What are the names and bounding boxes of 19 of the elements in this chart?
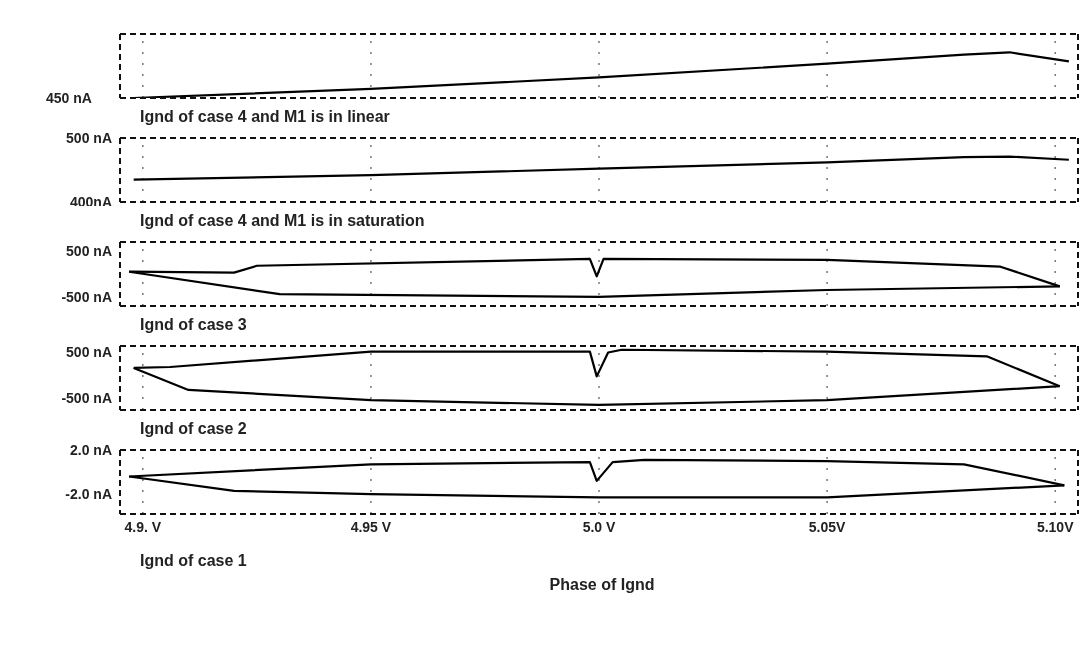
x-axis-title: Phase of Ignd bbox=[548, 576, 656, 594]
y-tick-label: 2.0 nA bbox=[69, 441, 112, 458]
text: Ignd of case 2 bbox=[140, 420, 247, 437]
y-tick-label: -500 nA bbox=[61, 288, 112, 305]
y-tick-label: 500 nA bbox=[66, 129, 112, 146]
x-tick-label: 4.9. V bbox=[124, 518, 162, 535]
text: Ignd of case 4 and M1 is in linear bbox=[140, 108, 390, 125]
text: 450 nA bbox=[46, 90, 92, 106]
y-tick-label: -500 nA bbox=[61, 390, 112, 407]
y-tick-label: -2.0 nA bbox=[65, 486, 112, 503]
y-tick-label: 500 nA bbox=[66, 343, 112, 360]
x-tick-label: 4.95 V bbox=[350, 518, 392, 535]
text: Ignd of case 1 bbox=[139, 551, 248, 571]
x-tick-label: 5.05V bbox=[808, 518, 847, 535]
x-tick-label: 5.0 V bbox=[582, 518, 616, 535]
y-tick-label: 500 nA bbox=[66, 243, 112, 260]
x-tick-label: 5.10V bbox=[1036, 518, 1075, 535]
text: Ignd of case 4 and M1 is in saturation bbox=[140, 212, 425, 229]
text: Ignd of case 3 bbox=[139, 315, 248, 335]
